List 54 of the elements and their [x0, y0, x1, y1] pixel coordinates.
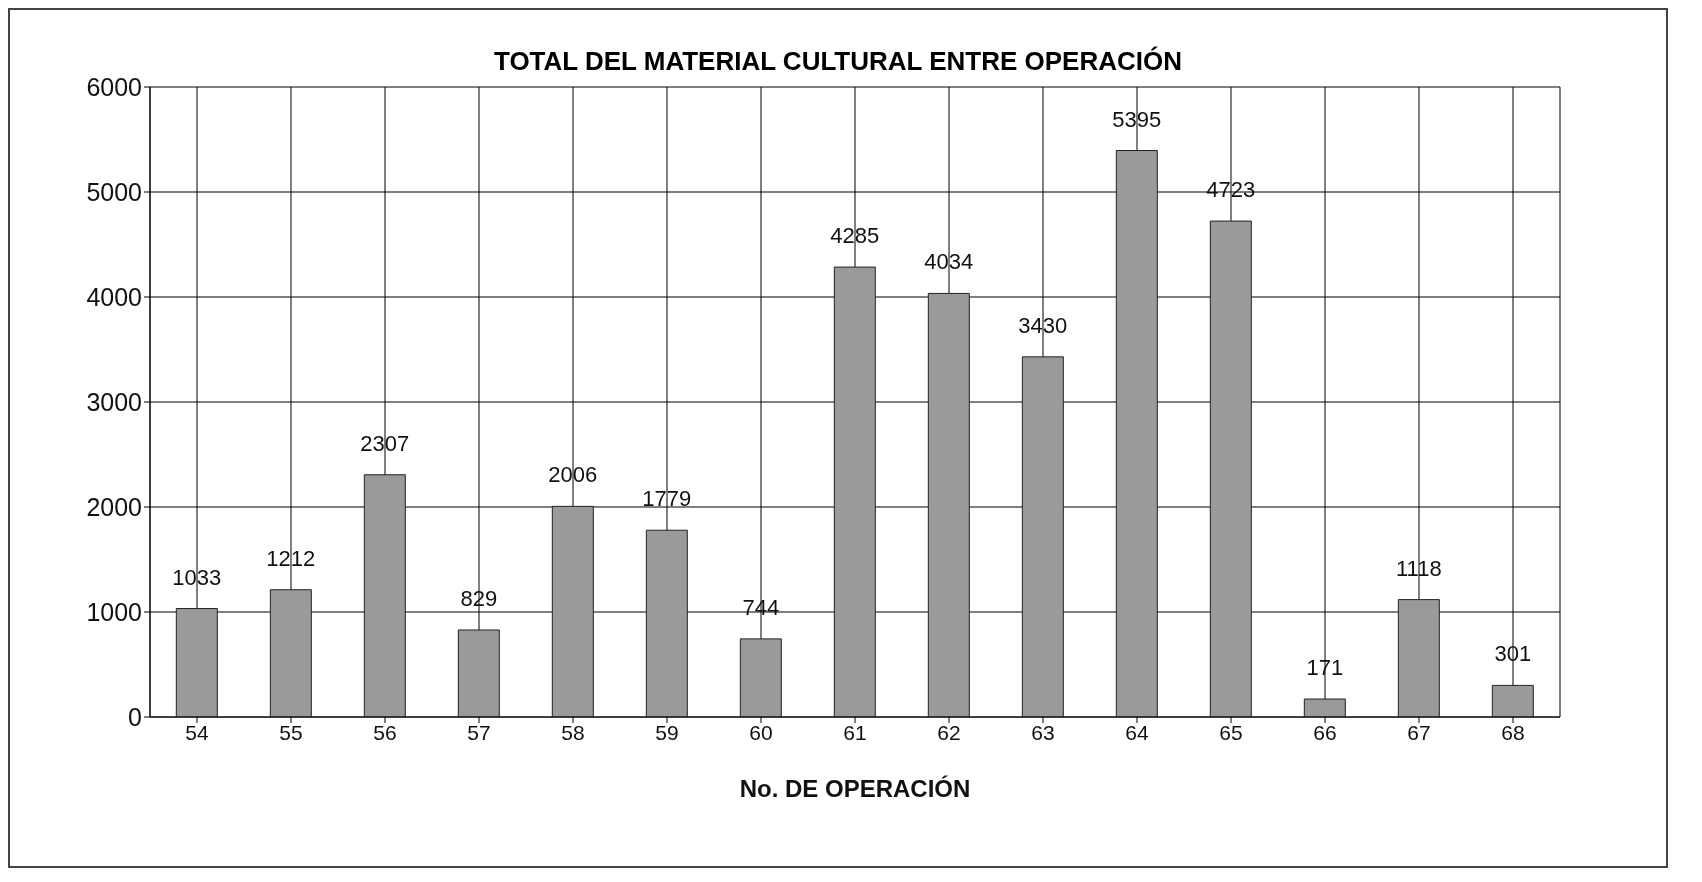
x-tick-label: 64 — [1125, 720, 1149, 744]
x-tick-label: 66 — [1313, 720, 1337, 744]
y-tick-label: 5000 — [86, 177, 142, 206]
x-tick-label: 65 — [1219, 720, 1243, 744]
data-label: 4034 — [924, 249, 974, 275]
y-tick-label: 1000 — [86, 597, 142, 626]
data-label: 1779 — [642, 486, 692, 512]
data-label: 1212 — [266, 545, 316, 571]
data-label: 4285 — [830, 223, 880, 249]
bar — [175, 608, 218, 717]
data-label: 301 — [1494, 641, 1532, 667]
x-tick-label: 63 — [1031, 720, 1055, 744]
bar — [269, 589, 312, 717]
bar — [1491, 684, 1534, 717]
data-label: 744 — [742, 594, 780, 620]
data-label: 4723 — [1206, 177, 1256, 203]
x-tick-label: 68 — [1501, 720, 1525, 744]
bar — [645, 529, 688, 717]
data-label: 3430 — [1018, 312, 1068, 338]
y-tick-label: 6000 — [86, 72, 142, 101]
x-tick-label: 67 — [1407, 720, 1431, 744]
bar — [551, 505, 594, 717]
data-label: 171 — [1306, 655, 1344, 681]
data-label: 1118 — [1395, 555, 1442, 581]
data-label: 5395 — [1112, 106, 1162, 132]
x-tick-label: 59 — [655, 720, 679, 744]
bar — [1209, 220, 1252, 717]
x-tick-label: 54 — [185, 720, 209, 744]
y-tick-label: 2000 — [86, 492, 142, 521]
x-tick-label: 55 — [279, 720, 303, 744]
bar — [457, 629, 500, 717]
y-tick-label: 0 — [128, 702, 142, 731]
bar — [1397, 599, 1440, 717]
x-tick-label: 57 — [467, 720, 491, 744]
chart-title: TOTAL DEL MATERIAL CULTURAL ENTRE OPERACIÓN — [493, 46, 1183, 76]
bar — [739, 638, 782, 717]
bar — [1021, 356, 1064, 717]
x-tick-label: 62 — [937, 720, 961, 744]
data-label: 1033 — [172, 564, 222, 590]
y-tick-label: 4000 — [86, 282, 142, 311]
x-tick-label: 61 — [843, 720, 867, 744]
x-tick-label: 56 — [373, 720, 397, 744]
x-tick-label: 58 — [561, 720, 585, 744]
bar — [927, 292, 970, 717]
bar — [1303, 698, 1346, 717]
x-axis-title: No. DE OPERACIÓN — [739, 775, 971, 802]
y-tick-label: 3000 — [86, 387, 142, 416]
bar — [833, 266, 876, 717]
data-label: 2307 — [360, 430, 410, 456]
x-tick-label: 60 — [749, 720, 773, 744]
data-label: 2006 — [548, 462, 598, 488]
bar — [363, 474, 406, 717]
bar — [1115, 150, 1158, 717]
data-label: 829 — [460, 585, 498, 611]
